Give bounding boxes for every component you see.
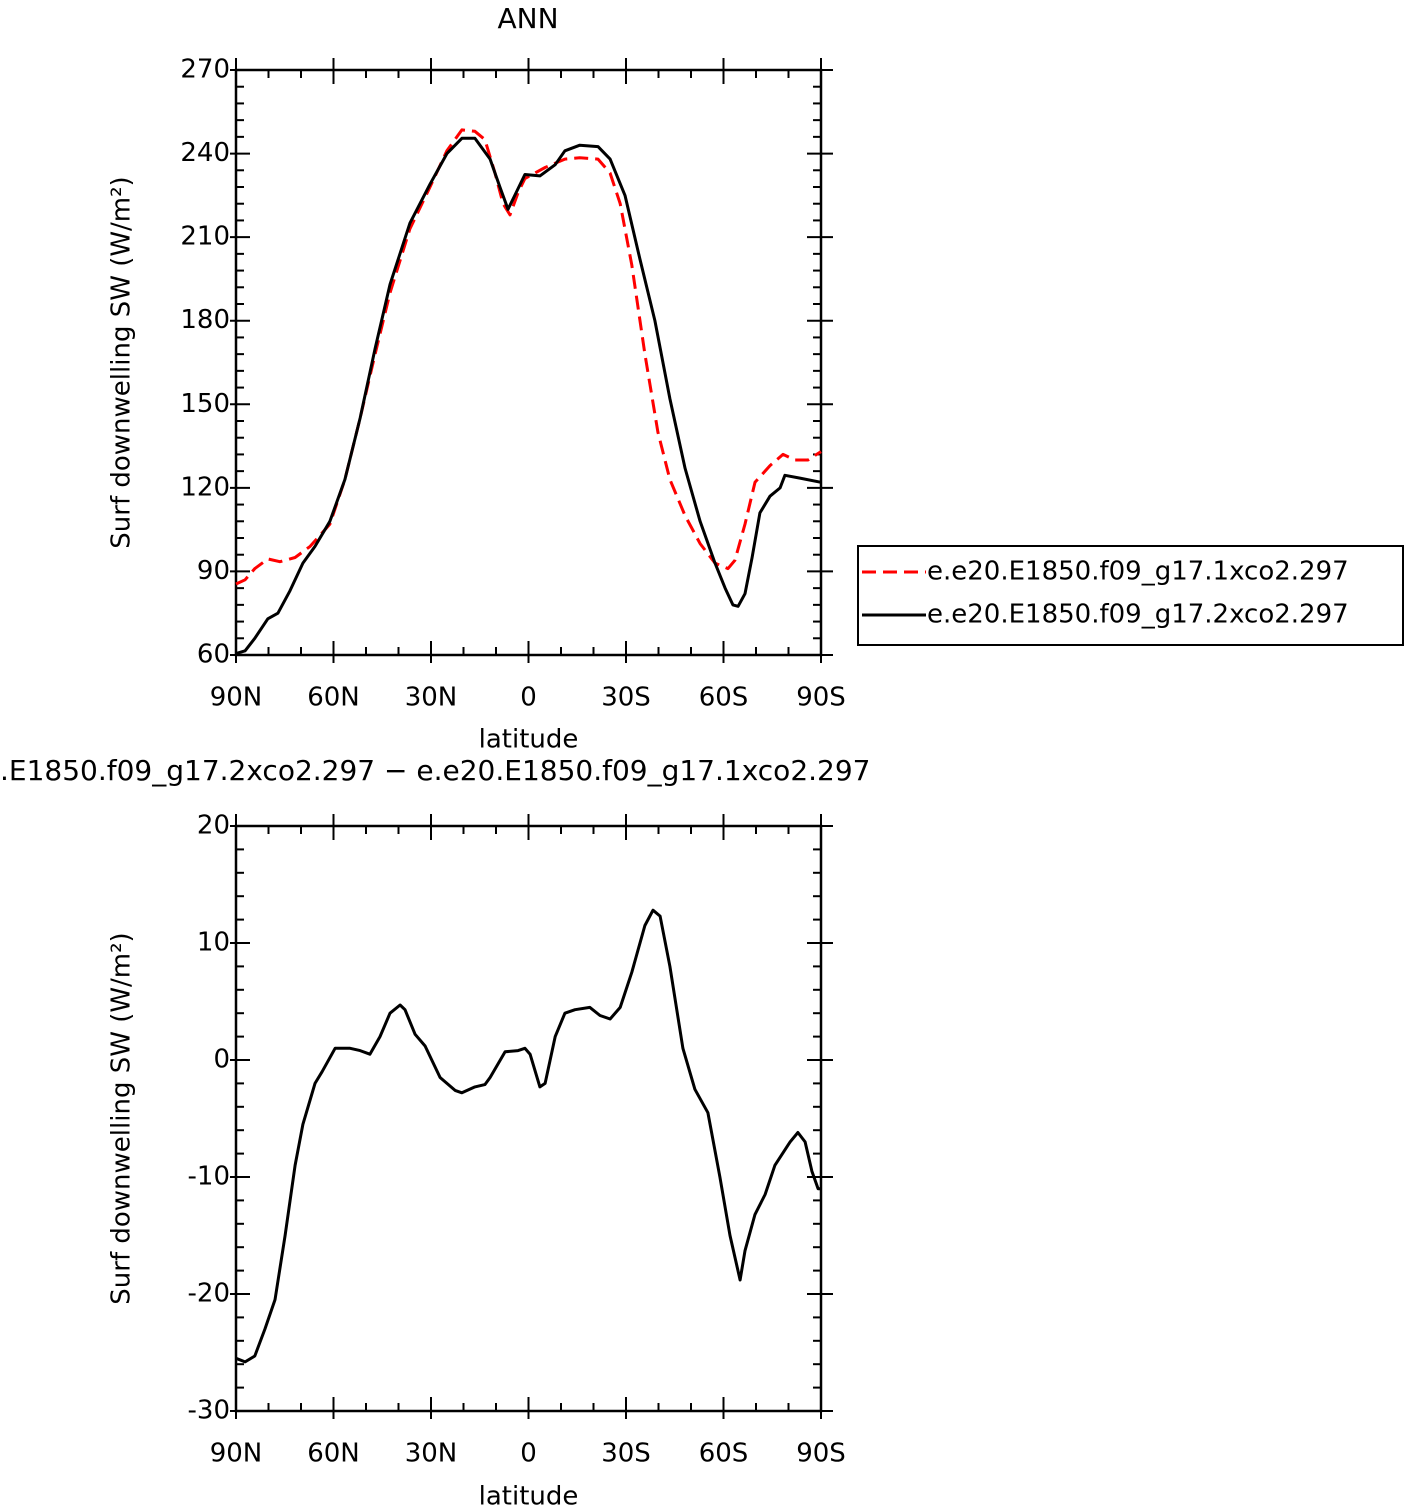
y-tick-label: -20 (188, 1279, 230, 1309)
y-tick-label: 60 (197, 640, 230, 670)
y-tick-label: 150 (180, 389, 230, 419)
plot-frame (234, 68, 823, 657)
x-tick-label: 90S (796, 1439, 846, 1469)
x-tick-label: 30N (405, 683, 458, 713)
y-tick-label: 0 (213, 1045, 230, 1075)
y-tick-label: -30 (188, 1396, 230, 1426)
x-tick-label: 30N (405, 1439, 458, 1469)
x-tick-label: 90S (796, 683, 846, 713)
legend-box (857, 545, 1404, 646)
y-tick-label: -10 (188, 1162, 230, 1192)
series-line (235, 128, 822, 586)
chart-title: ANN (497, 2, 558, 35)
legend-label: e.e20.E1850.f09_g17.1xco2.297 (927, 557, 1349, 587)
plot-frame (234, 824, 823, 1413)
x-axis-label: latitude (479, 1482, 579, 1512)
y-tick-label: 120 (180, 472, 230, 502)
y-axis-label: Surf downwelling SW (W/m²) (107, 176, 137, 548)
x-tick-label: 30S (601, 1439, 651, 1469)
x-tick-label: 0 (520, 1439, 537, 1469)
y-tick-label: 210 (180, 222, 230, 252)
x-tick-label: 60N (307, 683, 360, 713)
y-tick-label: 20 (197, 811, 230, 841)
y-axis-label: Surf downwelling SW (W/m²) (107, 932, 137, 1304)
x-tick-label: 90N (210, 683, 263, 713)
y-tick-label: 90 (197, 556, 230, 586)
x-tick-label: 90N (210, 1439, 263, 1469)
y-tick-label: 240 (180, 138, 230, 168)
y-tick-label: 180 (180, 305, 230, 335)
x-axis-label: latitude (479, 725, 579, 755)
y-tick-label: 270 (180, 55, 230, 85)
legend-label: e.e20.E1850.f09_g17.2xco2.297 (927, 600, 1349, 630)
x-tick-label: 60S (699, 1439, 749, 1469)
x-tick-label: 60N (307, 1439, 360, 1469)
series-line (235, 136, 822, 656)
x-tick-label: 0 (520, 683, 537, 713)
series-line (235, 908, 821, 1364)
x-tick-label: 30S (601, 683, 651, 713)
x-tick-label: 60S (699, 683, 749, 713)
y-tick-label: 10 (197, 928, 230, 958)
chart-title: .E1850.f09_g17.2xco2.297 − e.e20.E1850.f… (0, 754, 870, 787)
